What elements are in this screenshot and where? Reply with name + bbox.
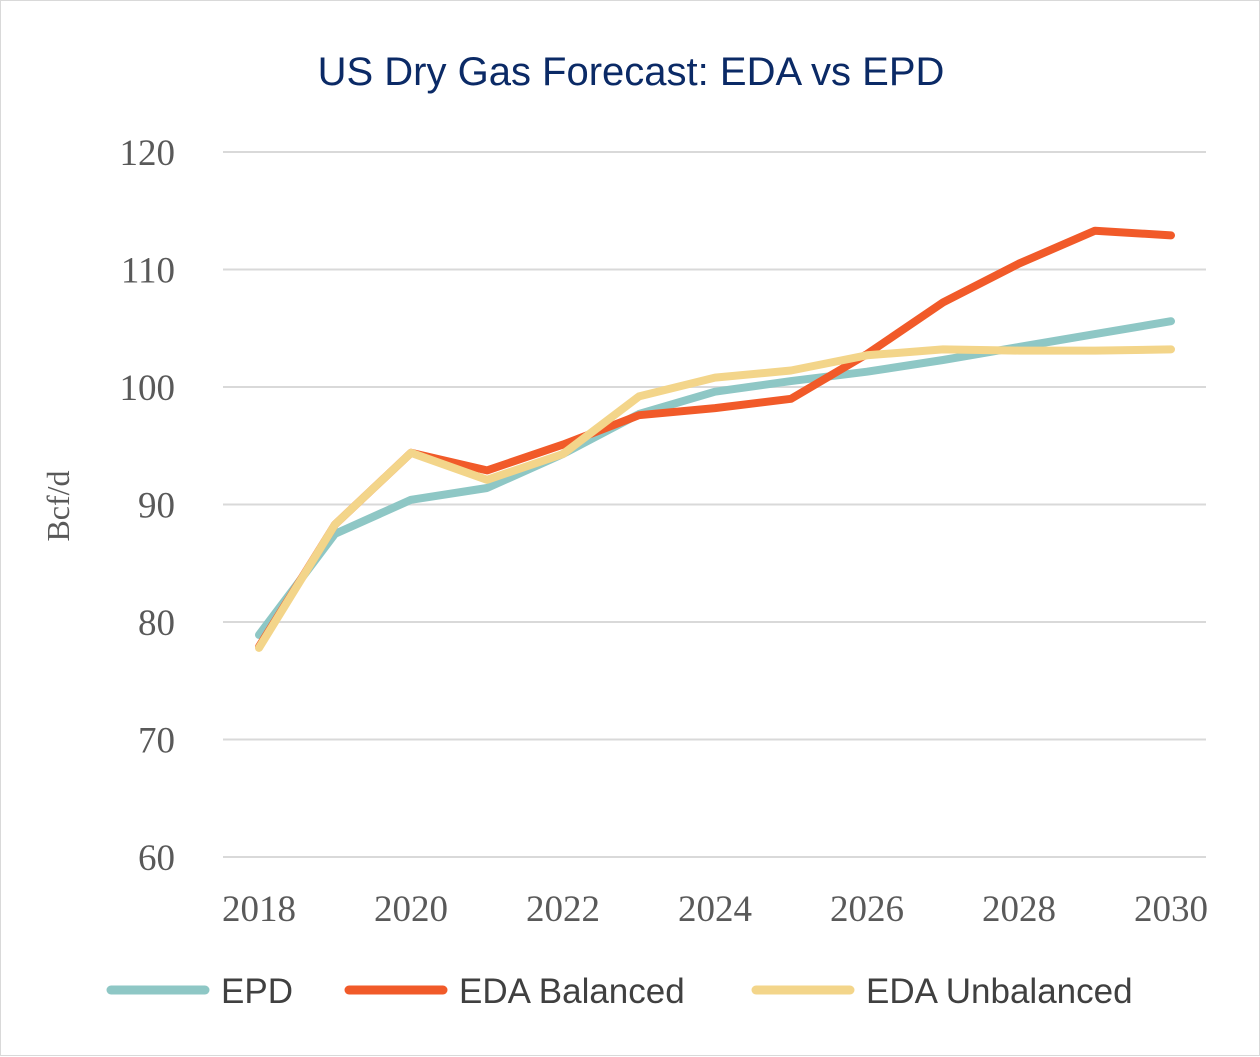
y-axis-ticks: 60 70 80 90 100 110 120 bbox=[120, 133, 176, 879]
chart-title: US Dry Gas Forecast: EDA vs EPD bbox=[318, 50, 945, 94]
x-tick-label: 2030 bbox=[1134, 889, 1208, 930]
y-tick-label: 120 bbox=[120, 133, 176, 174]
legend-label-epd: EPD bbox=[221, 972, 293, 1011]
x-tick-label: 2022 bbox=[526, 889, 600, 930]
x-tick-label: 2024 bbox=[678, 889, 752, 930]
legend-label-eda-unbalanced: EDA Unbalanced bbox=[866, 972, 1133, 1011]
y-tick-label: 100 bbox=[120, 368, 176, 409]
x-tick-label: 2020 bbox=[374, 889, 448, 930]
y-tick-label: 110 bbox=[121, 251, 175, 292]
x-tick-label: 2018 bbox=[222, 889, 296, 930]
y-axis-label: Bcf/d bbox=[40, 470, 76, 541]
series-line-eda-unbalanced bbox=[255, 345, 1175, 652]
series-lines bbox=[255, 226, 1175, 652]
legend-label-eda-balanced: EDA Balanced bbox=[459, 972, 685, 1011]
y-tick-label: 90 bbox=[138, 486, 175, 527]
series-line-epd bbox=[255, 317, 1175, 639]
y-tick-label: 80 bbox=[138, 603, 175, 644]
y-tick-label: 60 bbox=[138, 838, 175, 879]
x-tick-label: 2026 bbox=[830, 889, 904, 930]
gridlines bbox=[223, 151, 1206, 858]
legend: EPD EDA Balanced EDA Unbalanced bbox=[106, 972, 1133, 1011]
x-tick-label: 2028 bbox=[982, 889, 1056, 930]
y-tick-label: 70 bbox=[138, 721, 175, 762]
x-axis-ticks: 2018 2020 2022 2024 2026 2028 2030 bbox=[222, 889, 1208, 930]
series-line-eda-balanced bbox=[255, 226, 1175, 651]
